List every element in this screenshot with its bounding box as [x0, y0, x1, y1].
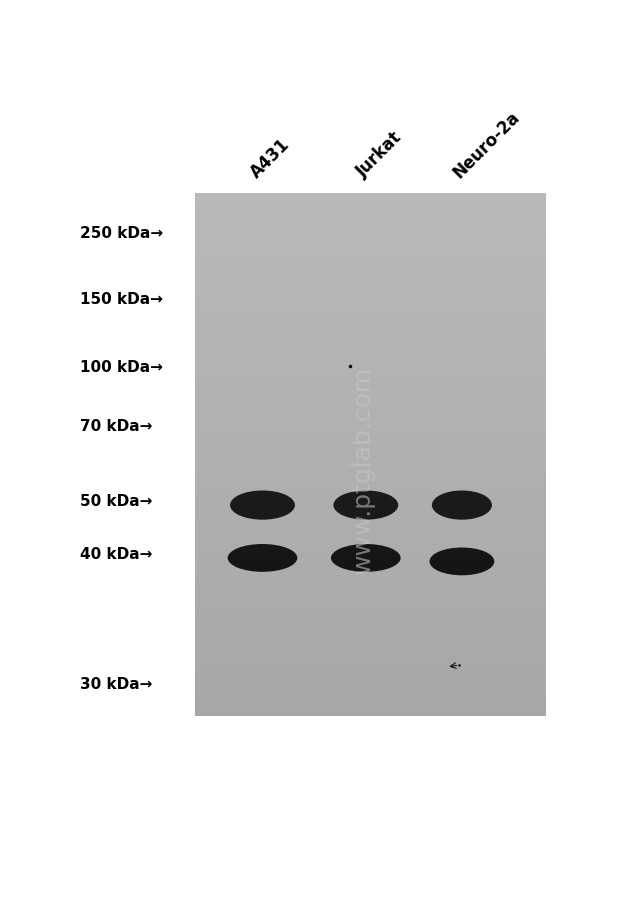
Bar	[195, 220, 546, 227]
Bar	[195, 337, 546, 345]
Text: 50 kDa→: 50 kDa→	[80, 493, 153, 508]
Bar	[195, 376, 546, 384]
Bar	[195, 454, 546, 462]
Bar	[195, 512, 546, 520]
Bar	[195, 421, 546, 429]
Bar	[195, 597, 546, 605]
Bar	[195, 350, 546, 358]
Bar	[195, 467, 546, 475]
Bar	[195, 695, 546, 703]
Bar	[195, 409, 546, 417]
Ellipse shape	[334, 491, 398, 520]
Bar	[195, 370, 546, 377]
Bar	[195, 415, 546, 423]
Bar	[195, 506, 546, 514]
Bar	[195, 708, 546, 716]
Ellipse shape	[228, 545, 298, 572]
Bar	[195, 500, 546, 508]
Bar	[195, 194, 546, 201]
Bar	[195, 389, 546, 397]
Bar	[195, 382, 546, 391]
Bar	[195, 265, 546, 273]
Bar	[195, 688, 546, 696]
Bar	[195, 245, 546, 253]
Bar	[195, 253, 546, 260]
Bar	[195, 493, 546, 502]
Bar	[195, 656, 546, 664]
Bar	[195, 402, 546, 410]
Text: 70 kDa→: 70 kDa→	[80, 419, 153, 433]
Text: 250 kDa→: 250 kDa→	[80, 226, 163, 241]
Text: Jurkat: Jurkat	[353, 129, 405, 181]
Bar	[195, 611, 546, 618]
Bar	[195, 487, 546, 494]
Text: 150 kDa→: 150 kDa→	[80, 291, 163, 307]
Bar	[195, 311, 546, 318]
Bar	[195, 304, 546, 312]
Ellipse shape	[331, 545, 401, 572]
Bar	[195, 546, 546, 553]
Bar	[195, 395, 546, 403]
Bar	[195, 200, 546, 208]
Ellipse shape	[432, 491, 492, 520]
Bar	[195, 207, 546, 215]
Bar	[195, 676, 546, 684]
Bar	[195, 669, 546, 676]
Bar	[195, 578, 546, 585]
Text: 40 kDa→: 40 kDa→	[80, 547, 153, 562]
Bar	[195, 643, 546, 651]
Bar	[195, 291, 546, 299]
Bar	[195, 637, 546, 644]
Bar	[195, 226, 546, 235]
Bar	[195, 298, 546, 306]
Bar	[195, 623, 546, 631]
Bar	[195, 285, 546, 293]
Bar	[195, 662, 546, 670]
Bar	[195, 565, 546, 573]
Bar	[195, 324, 546, 332]
Bar	[195, 552, 546, 559]
Text: A431: A431	[247, 134, 294, 181]
Bar	[195, 318, 546, 326]
Ellipse shape	[430, 548, 494, 575]
Bar	[195, 649, 546, 658]
Bar	[195, 630, 546, 638]
Bar	[195, 330, 546, 338]
Bar	[195, 584, 546, 593]
Bar	[195, 461, 546, 468]
Bar	[195, 617, 546, 625]
Bar	[195, 344, 546, 352]
Bar	[195, 520, 546, 527]
Bar	[195, 279, 546, 286]
Bar	[195, 603, 546, 612]
Bar	[195, 532, 546, 540]
Bar	[195, 571, 546, 579]
Bar	[195, 363, 546, 371]
Bar	[195, 474, 546, 482]
Bar	[195, 447, 546, 456]
Text: www.ptglab.com: www.ptglab.com	[352, 365, 375, 574]
Bar	[195, 213, 546, 221]
Bar	[195, 233, 546, 241]
Bar	[195, 702, 546, 710]
Bar	[195, 526, 546, 534]
Ellipse shape	[230, 491, 295, 520]
Bar	[195, 428, 546, 436]
Bar	[195, 272, 546, 280]
Bar	[195, 538, 546, 547]
Bar	[195, 591, 546, 599]
Text: 100 kDa→: 100 kDa→	[80, 359, 163, 374]
Bar	[195, 558, 546, 566]
Text: Neuro-2a: Neuro-2a	[449, 107, 523, 181]
Bar	[195, 435, 546, 443]
Bar	[195, 480, 546, 488]
Bar	[195, 259, 546, 267]
Bar	[195, 239, 546, 247]
Text: 30 kDa→: 30 kDa→	[80, 676, 153, 691]
Bar	[195, 682, 546, 690]
Bar	[195, 356, 546, 364]
Bar	[195, 441, 546, 449]
